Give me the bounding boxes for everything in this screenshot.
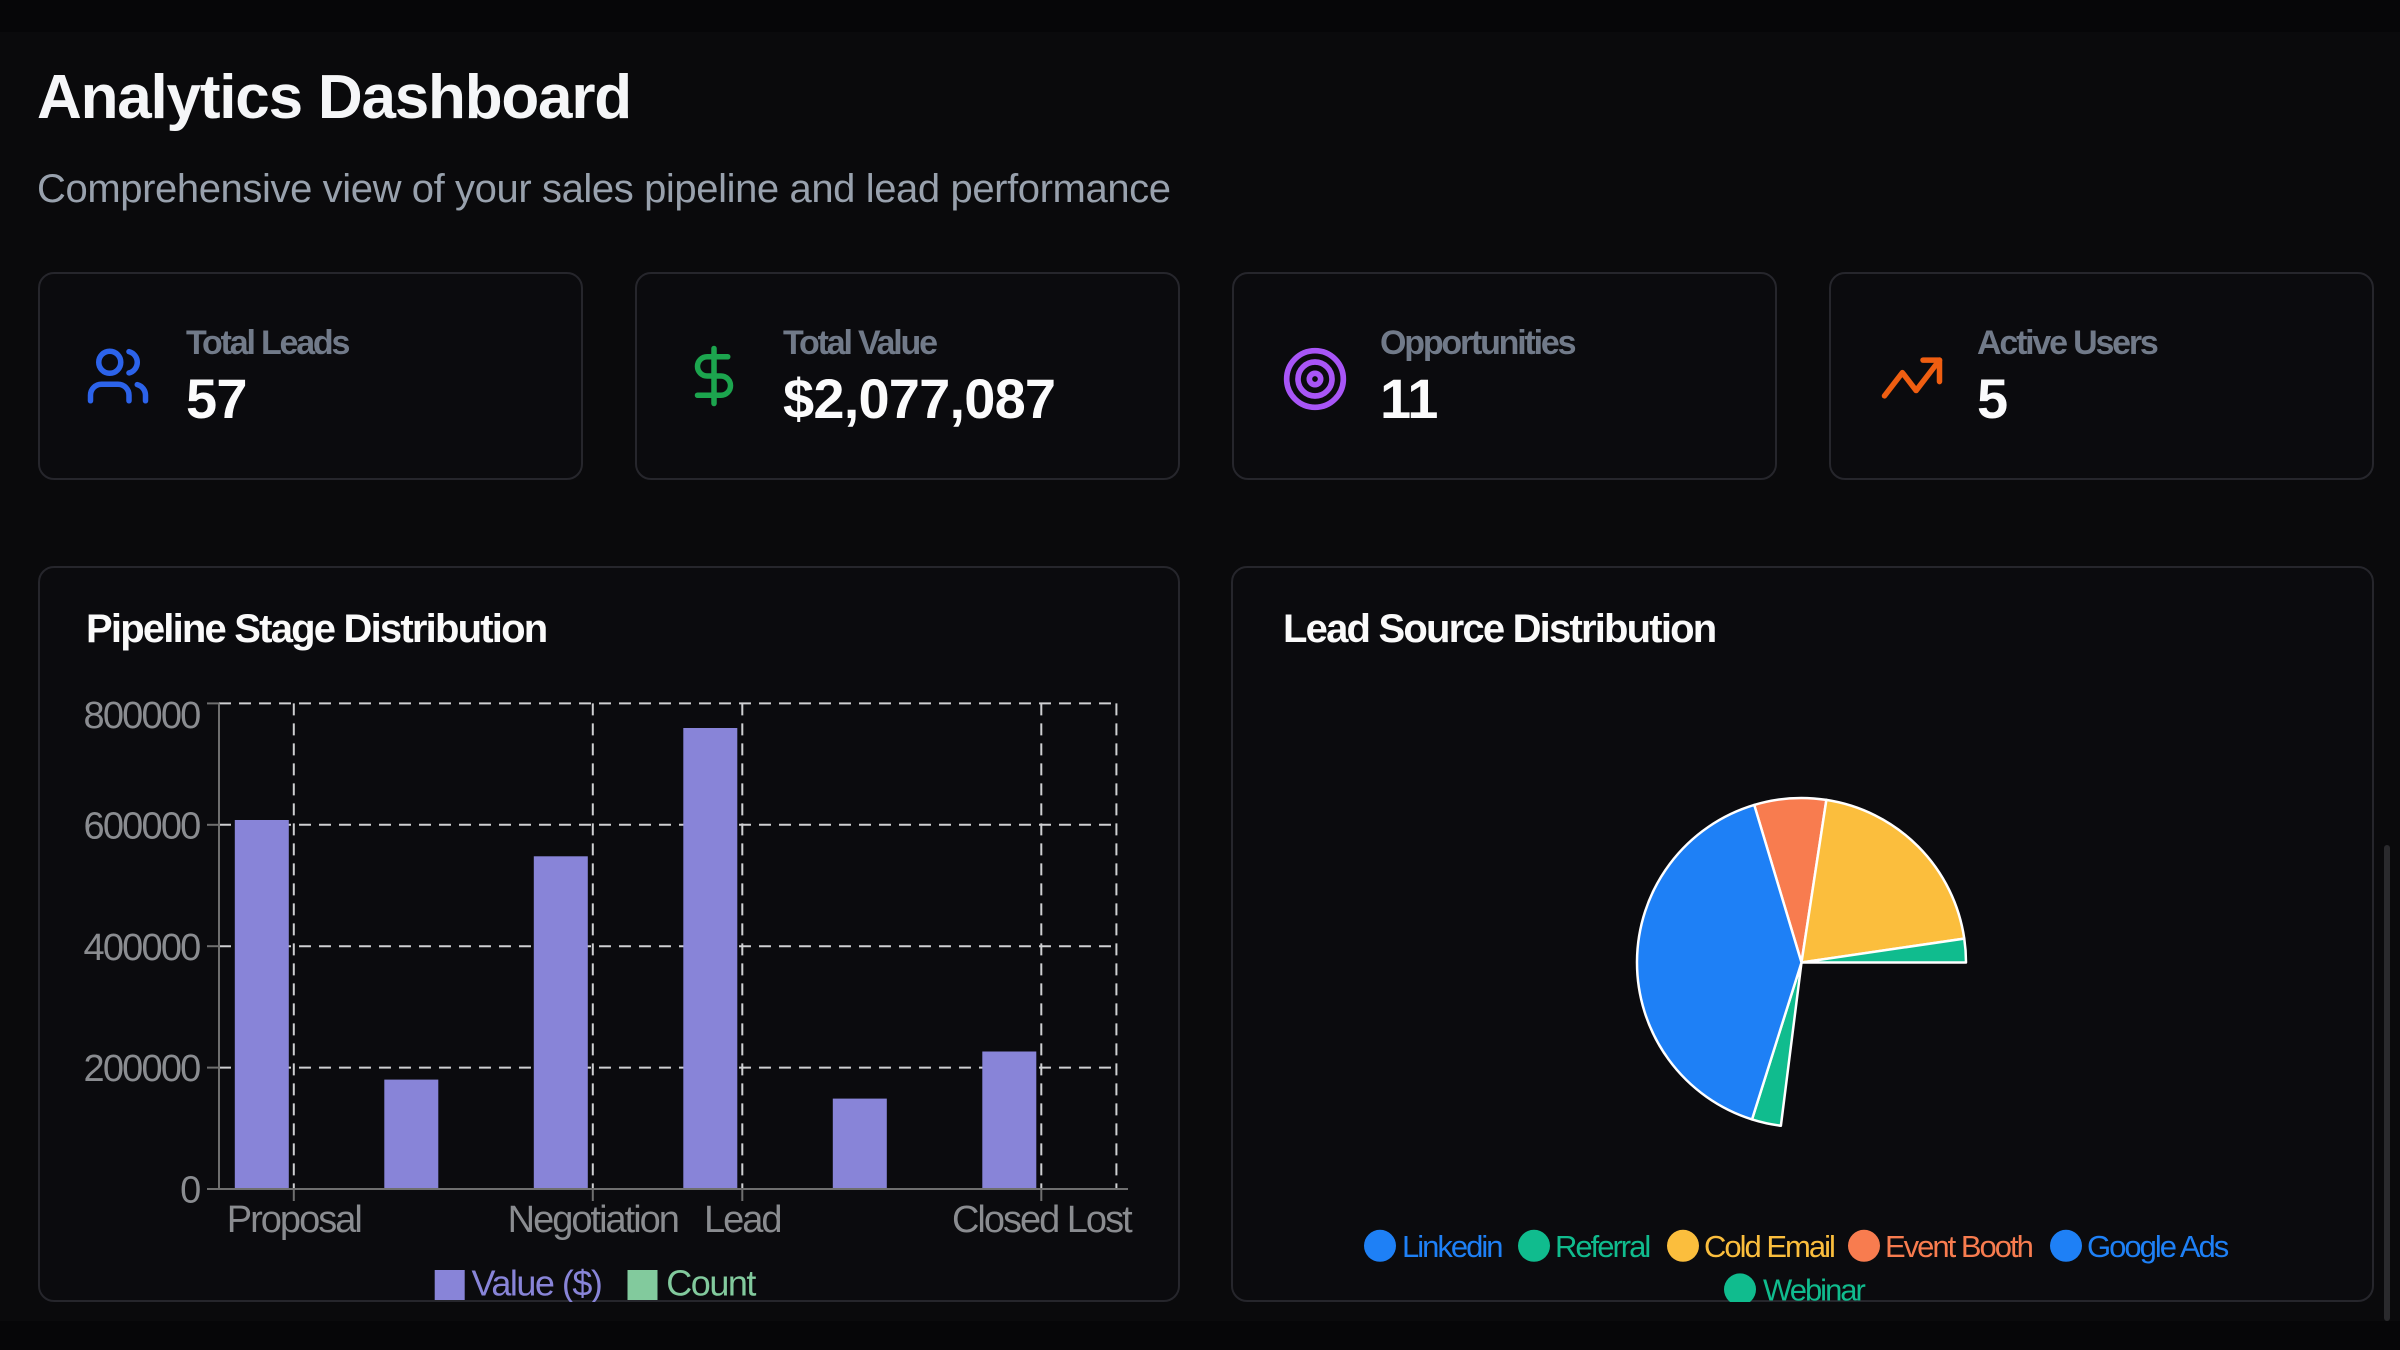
svg-text:Webinar: Webinar: [1763, 1272, 1866, 1302]
svg-text:Linkedin: Linkedin: [1402, 1229, 1502, 1264]
svg-text:Event Booth: Event Booth: [1885, 1229, 2033, 1264]
svg-text:Proposal: Proposal: [227, 1199, 361, 1241]
svg-text:Google Ads: Google Ads: [2087, 1229, 2229, 1264]
svg-text:Lead: Lead: [704, 1199, 781, 1241]
svg-text:0: 0: [180, 1170, 200, 1212]
svg-text:800000: 800000: [83, 695, 200, 737]
svg-text:600000: 600000: [83, 805, 200, 847]
svg-text:Cold Email: Cold Email: [1704, 1229, 1834, 1264]
svg-text:Count: Count: [666, 1263, 756, 1303]
svg-text:Referral: Referral: [1555, 1229, 1649, 1264]
svg-text:Negotiation: Negotiation: [508, 1199, 678, 1241]
svg-text:Closed Lost: Closed Lost: [952, 1199, 1133, 1241]
svg-text:400000: 400000: [83, 927, 200, 969]
svg-text:Value ($): Value ($): [472, 1263, 602, 1303]
svg-text:200000: 200000: [83, 1048, 200, 1090]
